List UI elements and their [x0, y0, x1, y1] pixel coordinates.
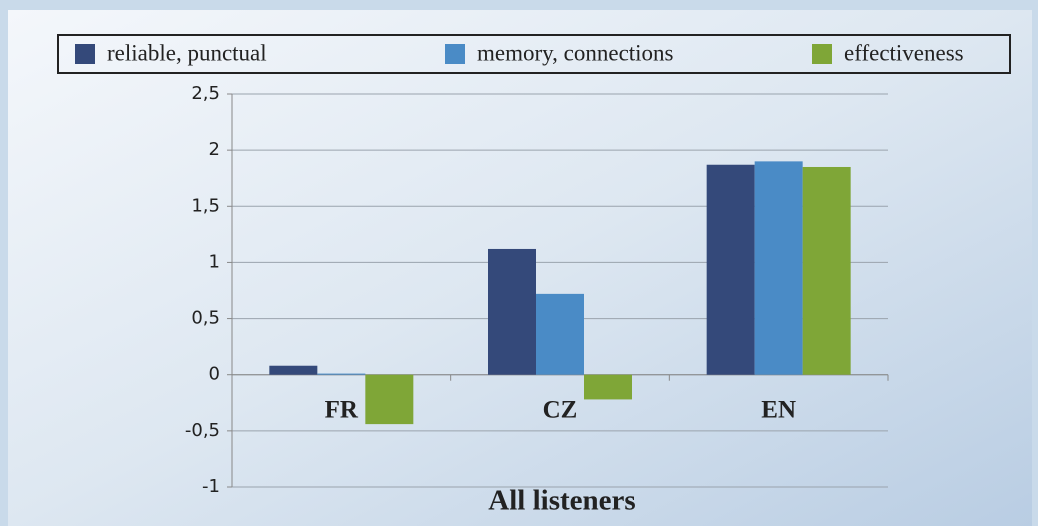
legend-swatch — [812, 44, 832, 64]
legend-label: effectiveness — [844, 40, 964, 65]
bar — [536, 293, 584, 375]
x-axis-label: All listeners — [488, 485, 635, 517]
y-tick-label: 0 — [209, 364, 220, 385]
x-tick-label: FR — [325, 397, 359, 424]
legend-swatch — [445, 44, 465, 64]
bar — [706, 164, 755, 375]
bar — [365, 374, 414, 425]
y-tick-label: 1,5 — [191, 195, 220, 216]
y-tick-label: 0,5 — [191, 308, 220, 329]
bar — [584, 374, 632, 400]
bar — [802, 166, 851, 375]
y-tick-label: 1 — [209, 251, 220, 272]
legend-label: memory, connections — [477, 40, 674, 65]
bar — [488, 248, 536, 375]
legend-swatch — [75, 44, 95, 64]
y-tick-label: 2,5 — [191, 83, 220, 104]
x-tick-label: CZ — [543, 397, 578, 424]
x-tick-label: EN — [761, 397, 796, 424]
bar — [269, 365, 318, 375]
legend-label: reliable, punctual — [107, 40, 267, 65]
bar — [754, 161, 803, 375]
bar — [317, 373, 366, 375]
y-tick-label: 2 — [209, 139, 220, 160]
legend-box — [57, 34, 1011, 74]
y-tick-label: -1 — [202, 476, 220, 497]
y-tick-label: -0,5 — [185, 420, 220, 441]
